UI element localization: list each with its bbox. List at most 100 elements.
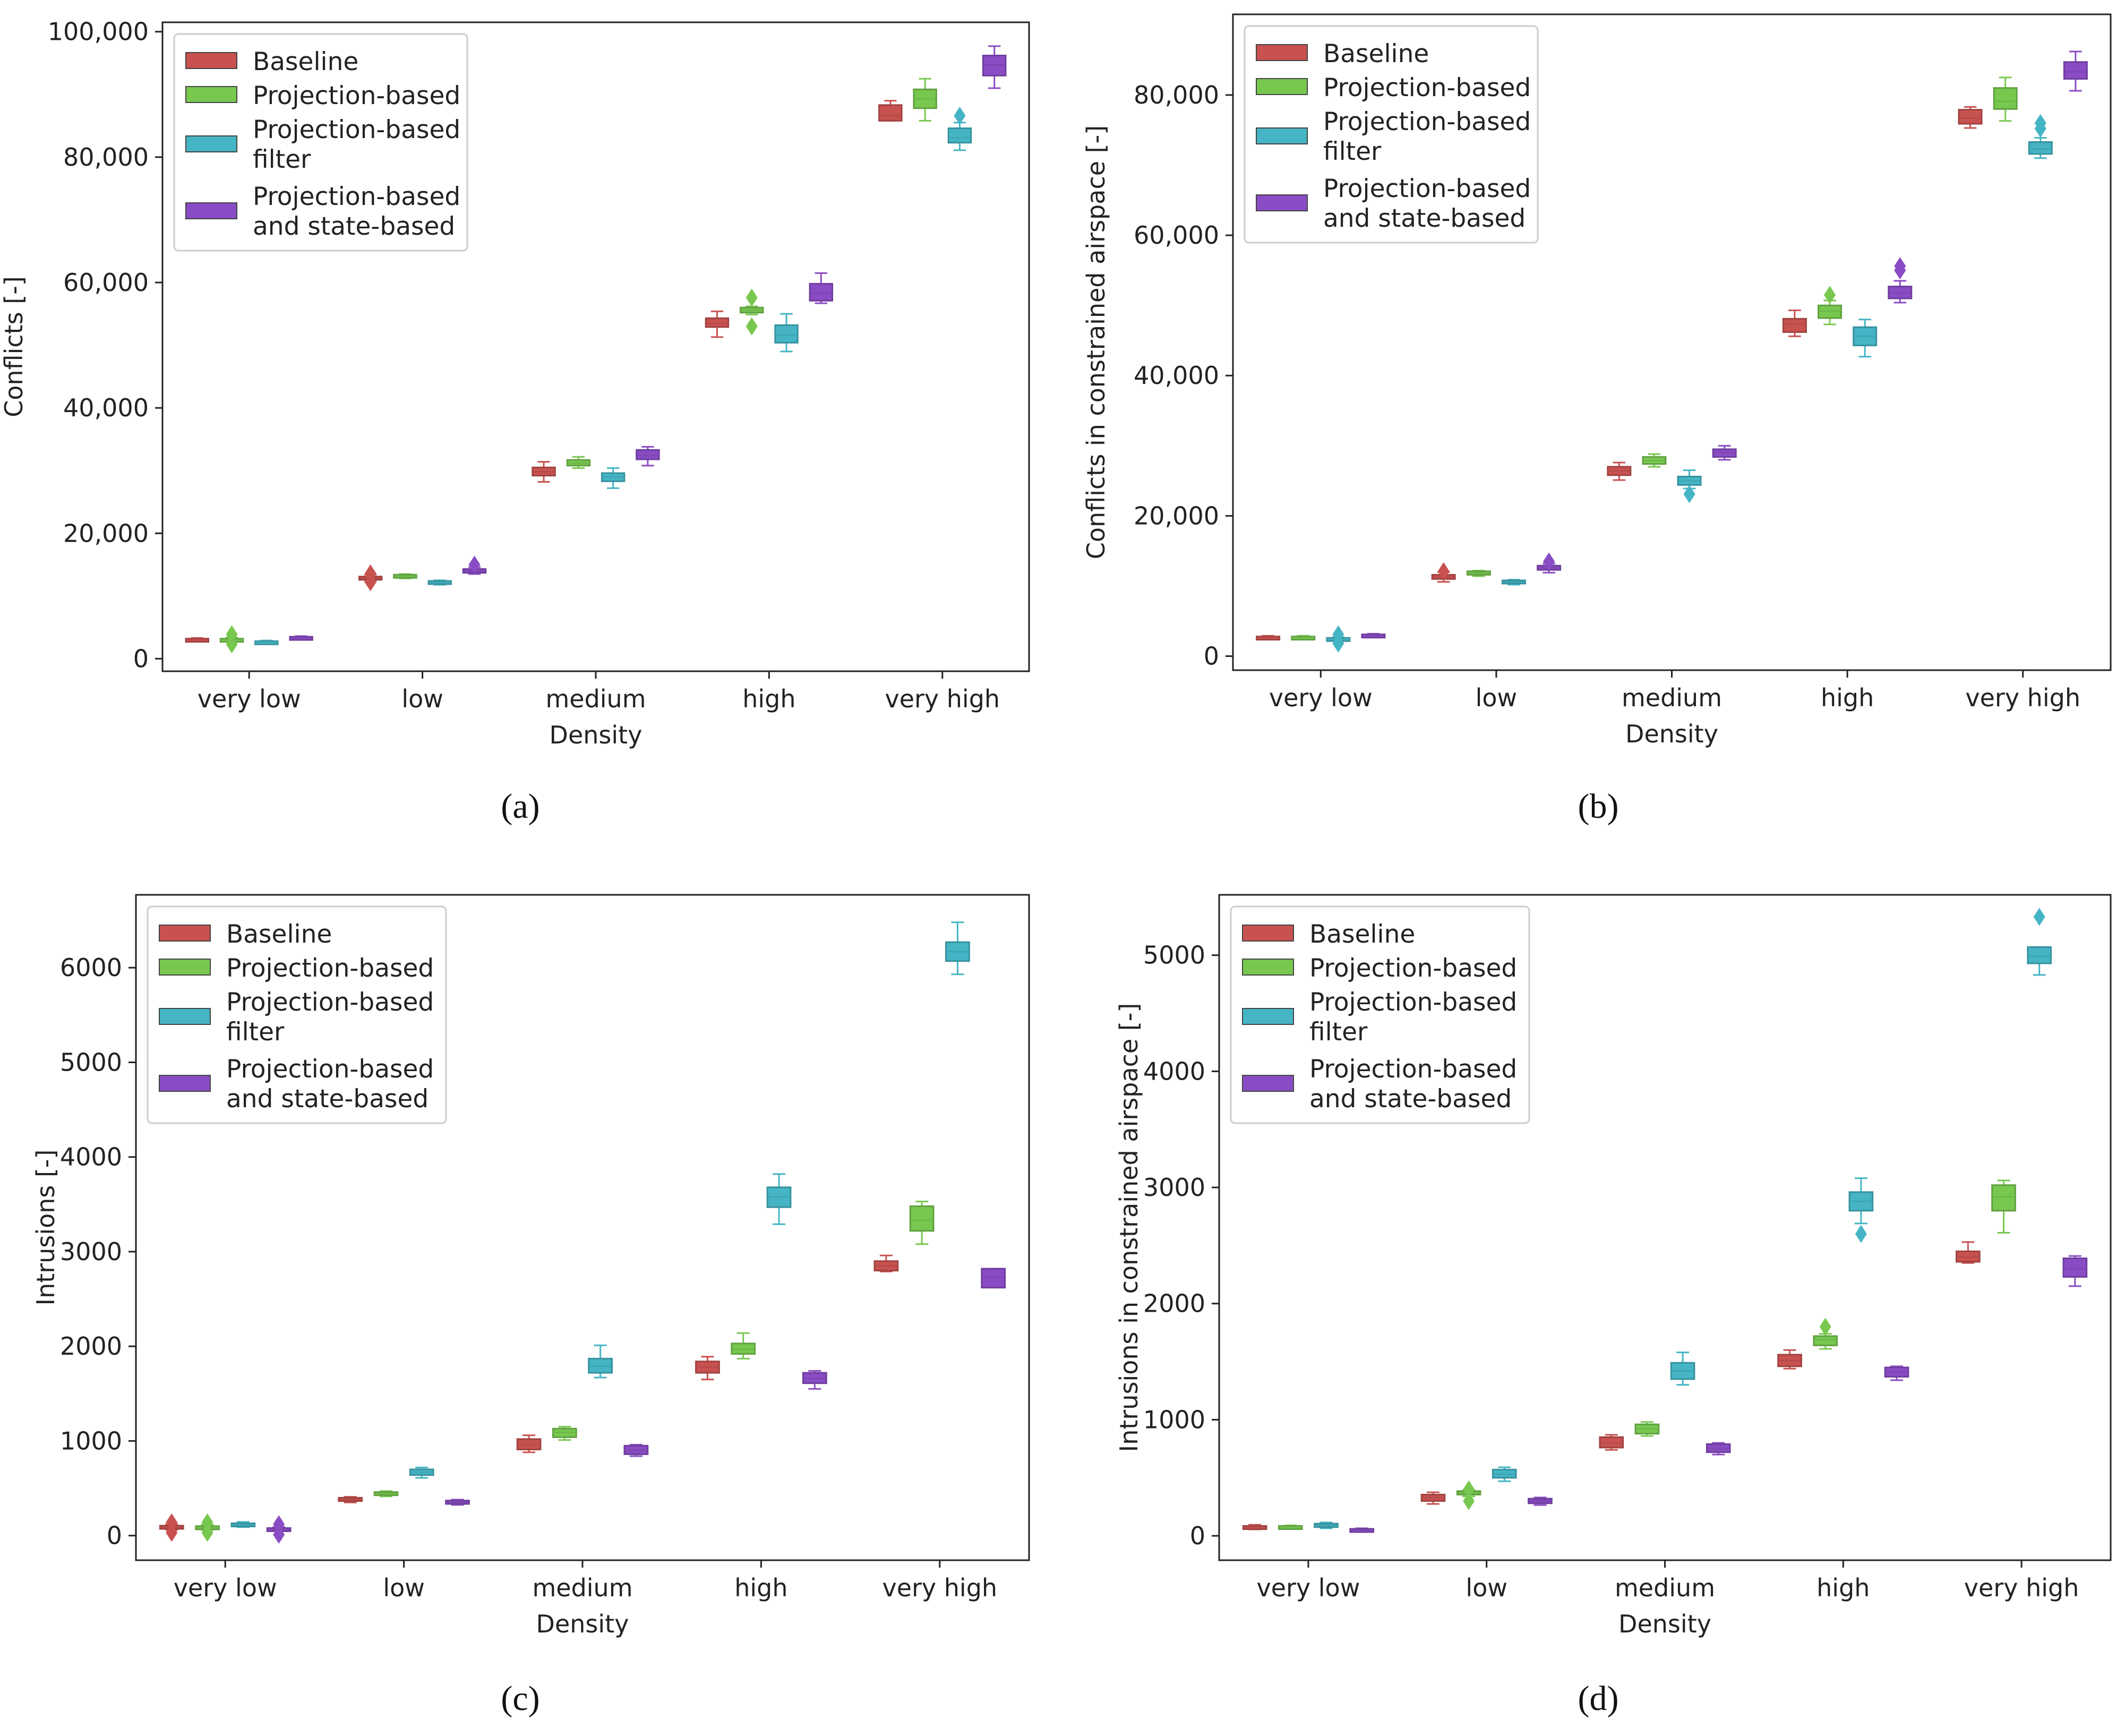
box-projection-based-filter-5 [947, 106, 972, 151]
chart-panel-1: 0 20,000 40,000 60,000 80,000 100,000 very low… [0, 18, 1030, 826]
box-projection-based-3 [552, 1426, 577, 1441]
box-projection-based-filter-3 [588, 1344, 613, 1379]
y-tick-label: 0 [133, 644, 149, 673]
box-baseline-4 [1782, 309, 1807, 337]
flier-point [226, 635, 238, 654]
box-projection-based-and-state-based-4 [802, 1370, 827, 1390]
box-projection-based-and-state-based-3 [636, 446, 660, 467]
x-tick-label: low [401, 685, 443, 713]
box-projection-based-filter-2 [1501, 579, 1526, 586]
x-tick-label: medium [1622, 683, 1722, 712]
x-tick-label: very high [885, 685, 1000, 713]
legend-label: and state-based [253, 212, 455, 241]
flier-point [1463, 1480, 1475, 1499]
box-baseline-1 [1242, 1524, 1267, 1530]
flier-point [273, 1515, 285, 1534]
legend-label: filter [226, 1017, 285, 1047]
box-projection-based-5 [1991, 1179, 2016, 1234]
legend-swatch-projection-based-filter [1242, 1008, 1294, 1025]
box-baseline-5 [878, 100, 903, 122]
box-projection-based-and-state-based-3 [623, 1444, 649, 1457]
box-projection-based-and-state-based-2 [1528, 1496, 1553, 1506]
legend-swatch-projection-based [159, 959, 211, 976]
y-axis-label: Conflicts [-] [0, 276, 28, 417]
legend-label: Projection-based [1323, 73, 1531, 102]
box-projection-based-5 [913, 78, 937, 122]
y-tick-label: 60,000 [1134, 221, 1219, 250]
legend-swatch-baseline [185, 52, 237, 69]
y-tick-label: 100,000 [48, 18, 149, 46]
legend-label: filter [1323, 137, 1382, 166]
x-tick-label: high [1816, 1573, 1870, 1602]
legend-swatch-projection-based [1242, 959, 1294, 976]
box-iqr [809, 283, 834, 302]
box-baseline-5 [1958, 106, 1983, 129]
box-projection-based-filter-4 [766, 1173, 792, 1225]
box-projection-based-filter-4 [1853, 319, 1878, 358]
legend-label: and state-based [1309, 1084, 1512, 1114]
box-baseline-3 [1599, 1434, 1624, 1451]
box-projection-based-4 [1818, 286, 1843, 326]
x-tick-label: medium [532, 1573, 632, 1602]
box-baseline-1 [1256, 635, 1281, 641]
box-iqr [1993, 87, 2018, 110]
flier-point [1855, 1225, 1867, 1243]
panel-caption: (d) [1578, 1679, 1619, 1718]
box-baseline-2 [338, 1496, 363, 1503]
flier-point [166, 1524, 178, 1542]
flier-point [201, 1513, 213, 1532]
y-tick-label: 60,000 [63, 268, 149, 297]
chart-panel-4: 0 1000 2000 3000 4000 5000 very low low medium hi… [1115, 894, 2112, 1718]
legend: Baseline Projection-based Projection-based… [1244, 25, 1539, 244]
panel-caption: (b) [1578, 787, 1619, 826]
legend-swatch-baseline [159, 925, 211, 942]
box-baseline-1 [159, 1513, 184, 1542]
box-baseline-3 [532, 461, 556, 483]
legend-label: Baseline [226, 920, 332, 949]
x-axis-label: Density [1618, 1610, 1711, 1638]
box-projection-based-and-state-based-2 [1537, 552, 1562, 574]
y-tick-label: 0 [1204, 642, 1219, 671]
box-projection-based-filter-2 [427, 579, 452, 586]
flier-point [2033, 908, 2045, 926]
box-projection-based-filter-2 [1492, 1466, 1517, 1482]
box-projection-based-and-state-based-4 [809, 272, 834, 304]
box-projection-based-filter-5 [945, 921, 970, 976]
legend-label: filter [253, 145, 311, 174]
legend-label: and state-based [226, 1084, 429, 1114]
x-tick-label: very high [1965, 683, 2080, 712]
flier-point [1819, 1318, 1831, 1336]
box-projection-based-1 [1291, 635, 1316, 641]
box-projection-based-and-state-based-5 [981, 1268, 1006, 1289]
box-projection-based-3 [566, 456, 591, 469]
y-tick-label: 20,000 [63, 519, 149, 548]
box-projection-based-and-state-based-3 [1706, 1442, 1731, 1456]
box-projection-based-and-state-based-1 [289, 635, 313, 641]
legend-label: Projection-based [253, 115, 460, 144]
box-projection-based-1 [195, 1513, 220, 1542]
box-baseline-4 [705, 310, 730, 338]
box-baseline-5 [873, 1254, 899, 1272]
box-baseline-2 [1431, 562, 1456, 583]
box-projection-based-and-state-based-3 [1712, 444, 1737, 461]
legend-swatch-projection-based-and-state-based [1242, 1075, 1294, 1092]
legend-swatch-projection-based-and-state-based [1256, 194, 1308, 211]
box-projection-based-and-state-based-1 [266, 1515, 292, 1544]
box-iqr [909, 1205, 935, 1232]
y-tick-label: 2000 [60, 1332, 122, 1361]
box-projection-based-filter-5 [2028, 114, 2053, 159]
box-iqr [981, 1268, 1006, 1289]
box-projection-based-and-state-based-4 [1884, 1365, 1909, 1381]
box-projection-based-filter-1 [1314, 1521, 1339, 1529]
box-projection-based-filter-3 [601, 467, 625, 489]
legend: Baseline Projection-based Projection-based… [173, 33, 468, 252]
legend-label: Projection-based [226, 988, 434, 1017]
y-tick-label: 20,000 [1134, 501, 1219, 530]
flier-point [1437, 562, 1450, 580]
flier-point [1543, 552, 1555, 571]
box-projection-based-filter-3 [1677, 469, 1702, 503]
legend-label: Projection-based [1323, 107, 1531, 136]
box-projection-based-filter-2 [409, 1466, 434, 1479]
y-tick-label: 80,000 [63, 143, 149, 172]
y-tick-label: 1000 [1143, 1405, 1205, 1434]
